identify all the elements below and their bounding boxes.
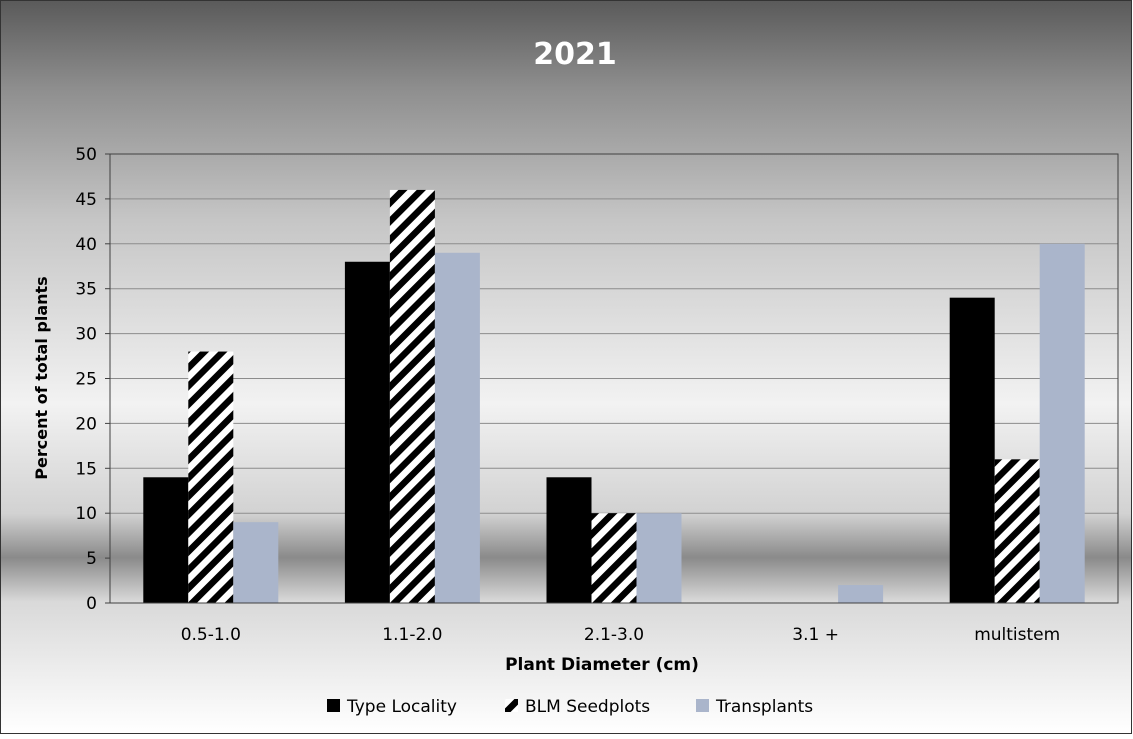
bar-type-locality [143, 477, 189, 603]
y-tick-label: 0 [86, 594, 97, 614]
plot-area-frame [109, 153, 1119, 604]
x-tick-label: 3.1 + [792, 625, 839, 645]
x-axis-tick-labels: 0.5-1.0 1.1-2.0 2.1-3.0 3.1 + multistem [181, 625, 1061, 645]
bar-transplants [233, 522, 279, 603]
bar-blm-seedplots [389, 189, 435, 604]
y-tick-label: 30 [75, 325, 97, 345]
legend-swatch [327, 699, 340, 712]
bar-type-locality [546, 477, 592, 603]
y-axis-label: Percent of total plants [32, 276, 51, 479]
bars [143, 189, 1085, 604]
x-tick-label: 2.1-3.0 [584, 625, 644, 645]
y-tick-label: 20 [75, 414, 97, 434]
x-axis-label: Plant Diameter (cm) [505, 655, 699, 675]
x-tick-label: 0.5-1.0 [181, 625, 241, 645]
y-tick-label: 15 [75, 459, 97, 479]
y-tick-label: 5 [86, 549, 97, 569]
y-tick-label: 40 [75, 235, 97, 255]
y-tick-label: 25 [75, 370, 97, 390]
bar-transplants [1039, 243, 1085, 604]
y-tick-label: 10 [75, 504, 97, 524]
chart-title: 2021 [533, 37, 617, 72]
legend-swatch [696, 699, 709, 712]
legend: Type Locality BLM Seedplots Transplants [327, 697, 813, 717]
bar-transplants [434, 252, 480, 603]
y-tick-label: 50 [75, 145, 97, 165]
legend-label: Type Locality [346, 697, 457, 717]
x-tick-label: multistem [974, 625, 1060, 645]
bar-blm-seedplots [994, 459, 1040, 603]
bar-type-locality [949, 297, 995, 603]
bar-blm-seedplots [188, 351, 234, 603]
legend-label: Transplants [715, 697, 813, 717]
bar-transplants [838, 585, 884, 603]
legend-label: BLM Seedplots [525, 697, 650, 717]
y-tick-label: 45 [75, 190, 97, 210]
bar-blm-seedplots [591, 513, 637, 603]
bar-type-locality [344, 261, 390, 603]
legend-swatch [505, 699, 518, 712]
y-tick-label: 35 [75, 280, 97, 300]
y-axis-tick-labels: 0 5 10 15 20 25 30 35 40 45 50 [75, 145, 97, 614]
bar-transplants [636, 513, 682, 603]
x-tick-label: 1.1-2.0 [382, 625, 442, 645]
